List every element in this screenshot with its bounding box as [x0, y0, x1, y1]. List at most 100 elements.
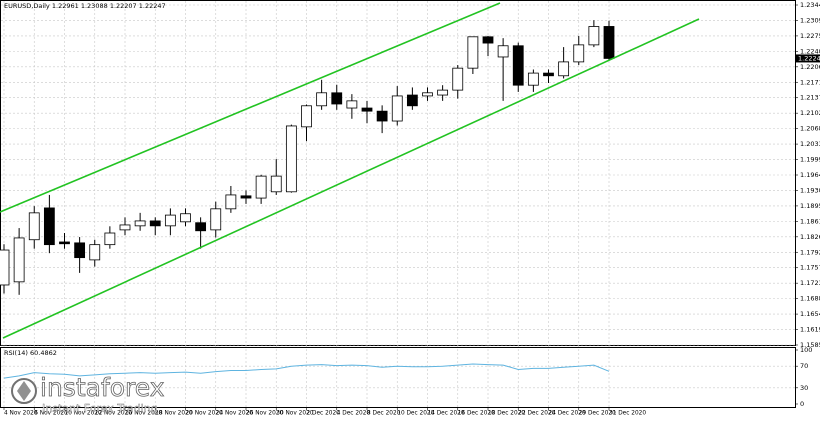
candle-body — [13, 237, 25, 283]
candle-body — [422, 92, 433, 97]
candle-body — [134, 220, 146, 227]
y-tick-label: 1.18265 — [800, 233, 820, 241]
candle-body — [512, 45, 524, 86]
candle-body — [603, 26, 615, 59]
candle-body — [543, 72, 554, 77]
y-tick-label: 100 — [800, 346, 812, 354]
y-tick-label: 30 — [800, 384, 808, 392]
candle-body — [467, 36, 479, 69]
candle-body — [0, 249, 10, 286]
price-tag-label: 1.22247 — [798, 54, 820, 62]
x-tick-label: 24 Dec 2020 — [549, 411, 586, 417]
x-tick-label: 4 Nov 2020 — [4, 411, 38, 417]
price-panel — [0, 0, 796, 346]
last-open: 1.22961 — [52, 2, 79, 10]
y-tick-label: 1.17230 — [800, 279, 820, 287]
y-tick-label: 1.21715 — [800, 78, 820, 86]
x-tick-label: 26 Nov 2020 — [246, 411, 283, 417]
candle-body — [104, 232, 116, 246]
y-tick-label: 1.17575 — [800, 264, 820, 272]
candle-body — [28, 212, 40, 241]
candle-body — [346, 100, 358, 109]
y-tick-label: 1.23440 — [800, 1, 820, 9]
rsi-name: RSI(14) — [4, 349, 28, 357]
y-tick-label: 70 — [800, 362, 808, 370]
brand: instaforex — [40, 373, 165, 402]
candle-body — [59, 241, 70, 245]
candle-body — [497, 45, 509, 58]
y-tick-label: 1.18955 — [800, 202, 820, 210]
labels: 1.23440 1.23095 1.22750 1.22405 1.22060 1.217… — [3, 1, 820, 417]
y-tick-label: 1.16195 — [800, 326, 820, 334]
candle-body — [89, 244, 101, 261]
candle-body — [331, 92, 343, 105]
y-tick-label: 1.19990 — [800, 156, 820, 164]
candle-body — [482, 36, 494, 44]
candle-body — [301, 105, 312, 128]
x-tick-label: 31 Dec 2020 — [609, 411, 646, 417]
x-tick-label: 29 Dec 2020 — [579, 411, 616, 417]
y-tick-label: 1.17920 — [800, 248, 820, 256]
x-tick-label: 10 Nov 2020 — [65, 411, 102, 417]
x-tick-label: 30 Nov 2020 — [276, 411, 313, 417]
x-tick-label: 10 Dec 2020 — [397, 411, 434, 417]
candle-body — [527, 72, 539, 86]
candle-body — [240, 195, 252, 199]
candle-body — [195, 222, 207, 232]
y-tick-label: 1.21025 — [800, 109, 820, 117]
candle-body — [255, 175, 267, 199]
marks — [0, 20, 615, 379]
price-tag — [796, 54, 820, 63]
rsi-line — [3, 363, 610, 379]
symbol: EURUSD,Daily — [4, 2, 50, 10]
last-close: 1.22247 — [139, 2, 166, 10]
candle-body — [558, 61, 570, 77]
candle-body — [74, 242, 86, 259]
watermark: instaforex Instant Forex Trading — [11, 373, 165, 415]
candle-body — [225, 194, 237, 210]
x-tick-label: 6 Nov 2020 — [34, 411, 68, 417]
y-tick-label: 1.15850 — [800, 341, 820, 349]
x-tick-label: 16 Dec 2020 — [458, 411, 495, 417]
candle-body — [391, 95, 403, 122]
x-tick-label: 20 Nov 2020 — [186, 411, 223, 417]
x-tick-label: 8 Dec 2020 — [367, 411, 401, 417]
candle-body — [119, 224, 131, 231]
candle-body — [376, 110, 388, 122]
rsi-title: RSI(14) 60.4862 — [4, 349, 57, 357]
channel-upper — [0, 2, 501, 213]
candle-body — [43, 207, 55, 246]
candle-body — [588, 26, 600, 46]
y-tick-label: 1.20335 — [800, 140, 820, 148]
last-low: 1.22207 — [110, 2, 137, 10]
y-tick-label: 1.21370 — [800, 94, 820, 102]
x-tick-label: 22 Dec 2020 — [518, 411, 555, 417]
x-tick-label: 18 Nov 2020 — [155, 411, 192, 417]
candle-body — [406, 94, 418, 107]
candle-body — [180, 213, 191, 223]
rsi-last: 60.4862 — [30, 349, 57, 357]
x-tick-label: 18 Dec 2020 — [488, 411, 525, 417]
y-tick-label: 1.22060 — [800, 63, 820, 71]
y-tick-label: 1.22750 — [800, 32, 820, 40]
candle-body — [452, 67, 464, 91]
candle-body — [164, 214, 176, 227]
candle-body — [316, 92, 328, 107]
candle-body — [149, 220, 161, 227]
candle-body — [285, 125, 297, 193]
candle-body — [270, 175, 282, 193]
candle-body — [210, 208, 222, 231]
y-tick-label: 1.23095 — [800, 16, 820, 24]
candle-body — [361, 107, 373, 112]
channel-lower — [2, 18, 700, 339]
candle-body — [437, 89, 449, 96]
y-tick-label: 1.20680 — [800, 125, 820, 133]
y-tick-label: 1.22405 — [800, 47, 820, 55]
y-tick-label: 1.18610 — [800, 217, 820, 225]
last-high: 1.23088 — [81, 2, 108, 10]
x-tick-label: 2 Dec 2020 — [307, 411, 341, 417]
logo-mark — [17, 381, 31, 401]
x-tick-label: 14 Dec 2020 — [428, 411, 465, 417]
y-tick-label: 1.16540 — [800, 310, 820, 318]
